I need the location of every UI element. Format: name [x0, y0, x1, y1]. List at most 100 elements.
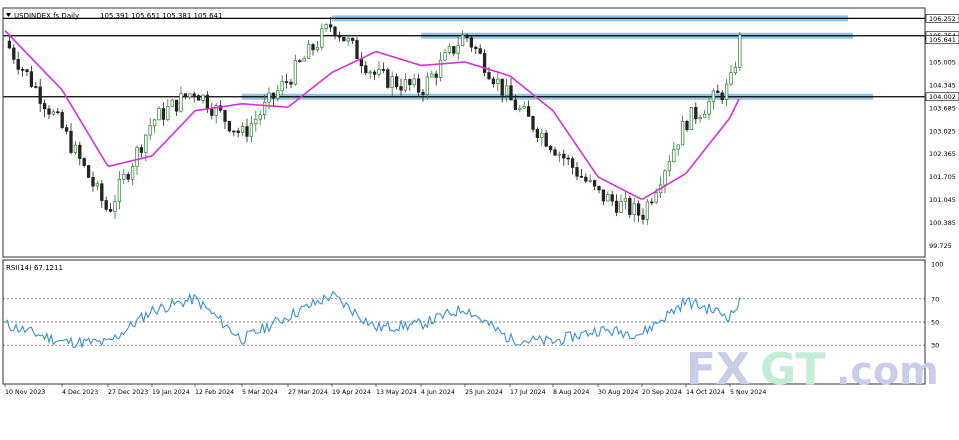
candle-body — [408, 79, 412, 86]
candle-body — [438, 59, 443, 78]
candle-body — [628, 198, 632, 215]
candle-body — [315, 46, 320, 51]
rsi-tick-label: 50 — [931, 319, 939, 327]
candle-body — [245, 126, 249, 137]
candle-body — [311, 44, 315, 51]
candle-body — [152, 119, 157, 127]
candle-body — [482, 53, 487, 73]
candle-body — [223, 109, 227, 122]
time-tick-label: 25 Jun 2024 — [465, 389, 503, 396]
candle-body — [500, 78, 504, 96]
candle-body — [320, 28, 324, 48]
candle-body — [487, 72, 491, 80]
rsi-panel-border — [2, 259, 926, 385]
candle-body — [452, 46, 456, 54]
rsi-layer: 100 70 50 30 0 — [3, 261, 943, 385]
candle-body — [588, 180, 592, 182]
collapse-triangle-icon[interactable] — [6, 13, 11, 17]
price-tick-label: 101.045 — [929, 196, 956, 204]
candle-body — [276, 90, 280, 99]
candle-body — [412, 78, 416, 86]
candle-body — [676, 144, 680, 150]
candle-body — [584, 176, 588, 182]
price-tick-label: 103.685 — [929, 104, 956, 112]
candle-body — [562, 153, 566, 159]
candle-body — [196, 95, 201, 101]
price-tick-label: 106.252 — [929, 15, 956, 23]
candle-body — [12, 47, 16, 60]
price-tick-label: 99.725 — [929, 242, 952, 250]
candle-body — [95, 183, 100, 187]
candle-body — [34, 86, 38, 88]
candle-body — [355, 40, 359, 60]
candle-body — [641, 214, 645, 220]
candle-body — [623, 198, 628, 202]
candle-body — [130, 166, 135, 180]
candle-body — [460, 34, 465, 47]
candle-body — [702, 113, 707, 118]
candle-body — [47, 108, 51, 115]
candle-body — [122, 174, 126, 180]
candle-body — [25, 69, 29, 73]
watermark-gt: GT — [760, 344, 825, 395]
candle-body — [364, 65, 368, 74]
candle-body — [390, 76, 394, 88]
candle-body — [236, 130, 240, 133]
candle-body — [513, 99, 518, 110]
candle-body — [447, 46, 452, 53]
time-axis: 10 Nov 2023 4 Dec 2023 27 Dec 2023 19 Jan 2… — [4, 384, 766, 396]
candle-body — [526, 106, 531, 117]
candle-body — [553, 149, 557, 156]
price-tick-label: 100.385 — [929, 219, 956, 227]
time-tick-label: 10 Nov 2023 — [5, 389, 45, 396]
time-tick-label: 4 Dec 2023 — [62, 389, 98, 396]
candle-body — [29, 71, 34, 87]
candle-body — [69, 130, 73, 153]
candle-body — [346, 37, 350, 42]
candle-body — [434, 73, 438, 78]
symbol-label: USDINDEX.fs,Daily — [14, 12, 79, 20]
moving-average-line — [4, 30, 740, 200]
candle-body — [496, 78, 500, 85]
candle-body — [474, 46, 478, 50]
candle-body — [144, 134, 148, 153]
candle-body — [694, 107, 698, 120]
time-tick-label: 17 Jul 2024 — [510, 389, 546, 396]
candle-body — [636, 203, 641, 216]
candle-body — [544, 132, 548, 147]
candle-body — [100, 183, 104, 201]
candle-body — [113, 201, 117, 212]
candle-body — [518, 107, 522, 110]
candle-body — [249, 123, 254, 137]
candle-body — [267, 92, 271, 103]
rsi-tick-label: 100 — [931, 261, 943, 269]
candle-body — [38, 86, 42, 104]
candle-body — [210, 108, 214, 116]
time-tick-label: 5 Nov 2024 — [730, 389, 766, 396]
candle-body — [73, 144, 78, 153]
candle-body — [20, 68, 25, 71]
candle-body — [430, 73, 434, 78]
time-tick-label: 19 Jan 2024 — [152, 389, 190, 396]
candle-body — [262, 101, 267, 116]
watermark-com: .com — [836, 349, 939, 393]
candle-body — [342, 36, 346, 42]
watermark-fx: FX — [686, 344, 750, 395]
rsi-line — [4, 290, 741, 350]
candle-body — [157, 108, 161, 121]
candle-body — [663, 170, 667, 186]
candle-body — [614, 200, 619, 213]
price-tick-label: 101.705 — [929, 173, 956, 181]
candle-body — [394, 76, 399, 87]
candles-layer — [7, 16, 742, 225]
candle-body — [82, 158, 86, 166]
candle-body — [570, 158, 575, 168]
candle-body — [443, 52, 447, 61]
candle-body — [372, 71, 377, 75]
candle-body — [56, 111, 60, 114]
candle-body — [469, 37, 474, 48]
candle-body — [540, 132, 544, 138]
candle-body — [689, 107, 694, 130]
